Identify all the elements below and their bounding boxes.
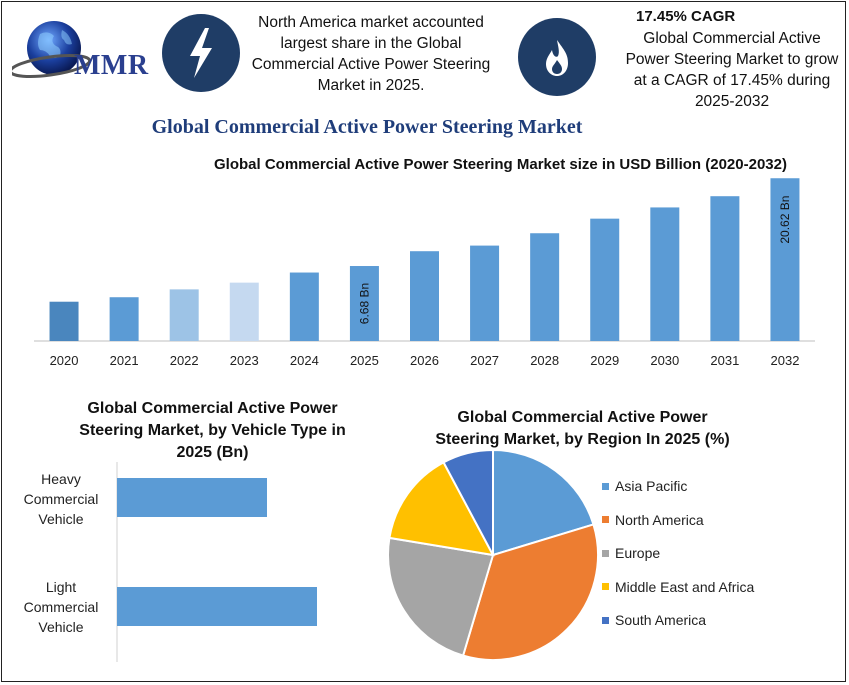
bar [349, 266, 379, 341]
bar [117, 478, 267, 517]
legend-swatch [602, 583, 609, 591]
legend-label: Asia Pacific [615, 478, 688, 494]
category-label-heavy: Heavy Commercial Vehicle [13, 469, 109, 529]
x-tick-label: 2021 [110, 353, 139, 368]
label-line: Heavy [41, 471, 81, 487]
title-line: Steering Market, by Region In 2025 (%) [435, 431, 730, 448]
x-tick-label: 2022 [170, 353, 199, 368]
pie-slice [492, 448, 595, 557]
label-line: Light [45, 579, 77, 595]
page-title: Global Commercial Active Power Steering … [151, 116, 583, 138]
pie-slice [442, 448, 494, 556]
legend-label: Middle East and Africa [615, 578, 755, 595]
callout-line: Commercial Active Power Steering [251, 56, 491, 73]
vehicle-chart-title: Global Commercial Active Power Steering … [40, 398, 385, 464]
legend-item: Asia Pacific [602, 476, 687, 496]
legend-item: South America [602, 610, 706, 630]
legend-item: North America [602, 510, 704, 530]
x-tick-label: 2028 [530, 353, 559, 368]
bar [109, 297, 139, 341]
x-tick-label: 2029 [590, 353, 619, 368]
label-line: Vehicle [38, 619, 84, 635]
legend-swatch [602, 616, 609, 624]
callout-line: 2025-2032 [694, 93, 770, 110]
bar [169, 289, 199, 341]
legend-label: North America [615, 511, 704, 528]
x-tick-label: 2026 [410, 353, 439, 368]
x-tick-label: 2027 [470, 353, 499, 368]
title-line: Global Commercial Active Power [457, 409, 708, 426]
top-left-callout: North America market accounted largest s… [236, 12, 506, 96]
callout-line: Global Commercial Active [643, 30, 821, 47]
x-tick-label: 2030 [650, 353, 679, 368]
bar [49, 301, 79, 341]
legend-item: Europe [602, 543, 660, 563]
x-tick-label: 2025 [350, 353, 379, 368]
pie-chart-title: Global Commercial Active Power Steering … [405, 407, 760, 451]
x-tick-label: 2031 [710, 353, 739, 368]
title-line: Global Commercial Active Power [87, 400, 338, 417]
callout-line: Power Steering Market to grow [625, 51, 839, 68]
bar [470, 245, 500, 341]
callout-line: at a CAGR of 17.45% during [633, 72, 831, 89]
bar [229, 282, 259, 341]
bar [590, 218, 620, 341]
cagr-title: 17.45% CAGR [636, 8, 736, 25]
title-line: Steering Market, by Vehicle Type in [79, 422, 346, 439]
bar [770, 178, 800, 341]
pie-slice [387, 536, 495, 657]
bar [650, 207, 680, 341]
bar-chart-title: Global Commercial Active Power Steering … [214, 156, 787, 173]
x-tick-label: 2032 [771, 353, 800, 368]
bar [289, 272, 319, 341]
bar [530, 233, 560, 341]
legend-label: Europe [615, 545, 661, 561]
x-tick-label: 2023 [230, 353, 259, 368]
callout-line: North America market accounted [258, 14, 484, 31]
title-line: 2025 (Bn) [176, 444, 249, 461]
bar [117, 587, 317, 626]
legend-swatch [602, 482, 609, 490]
x-tick-label: 2020 [50, 353, 79, 368]
label-line: Commercial [23, 599, 99, 615]
logo-text: MMR [74, 50, 149, 81]
legend-swatch [602, 516, 609, 524]
data-label: 20.62 Bn [778, 196, 792, 244]
legend-swatch [602, 549, 609, 557]
category-label-light: Light Commercial Vehicle [13, 577, 109, 637]
legend-item: Middle East and Africa [602, 577, 754, 597]
callout-line: largest share in the Global [280, 35, 462, 52]
label-line: Vehicle [38, 511, 84, 527]
pie-slice [461, 523, 599, 661]
pie-slice [388, 461, 495, 557]
lightning-bolt-icon [162, 14, 240, 92]
bar [710, 196, 740, 341]
label-line: Commercial [23, 491, 99, 507]
data-label: 6.68 Bn [357, 283, 371, 324]
x-tick-label: 2024 [290, 353, 319, 368]
flame-icon [518, 18, 596, 96]
top-right-callout: Global Commercial Active Power Steering … [608, 28, 849, 112]
legend-label: South America [615, 612, 707, 628]
callout-line: Market in 2025. [317, 77, 425, 94]
bar [410, 251, 439, 341]
